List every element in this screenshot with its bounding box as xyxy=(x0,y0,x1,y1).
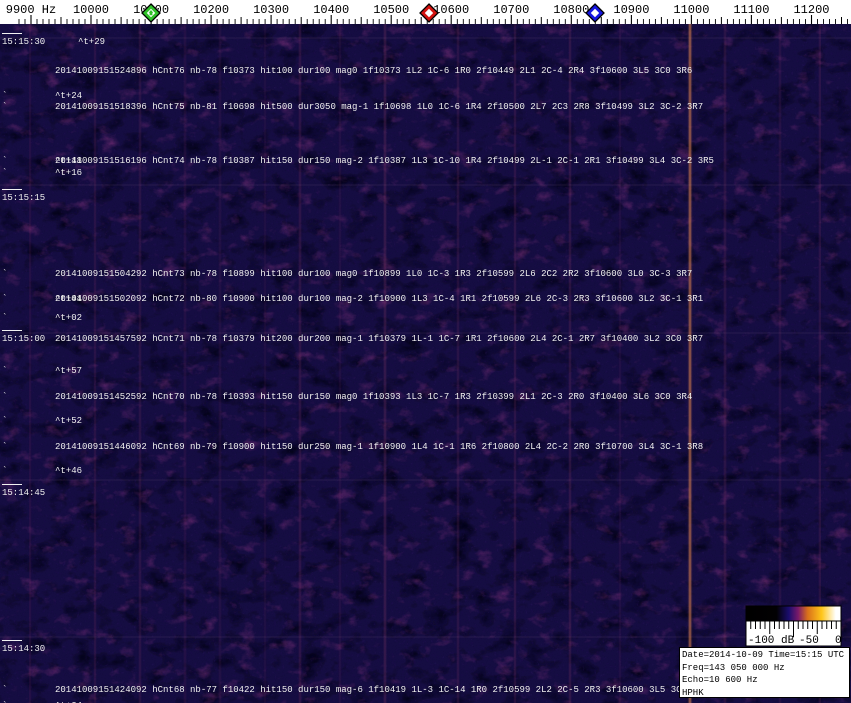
svg-text:11200: 11200 xyxy=(793,3,829,17)
svg-text:9900 Hz: 9900 Hz xyxy=(6,3,56,17)
svg-text:10700: 10700 xyxy=(493,3,529,17)
svg-text:10300: 10300 xyxy=(253,3,289,17)
svg-text:10500: 10500 xyxy=(373,3,409,17)
svg-text:11000: 11000 xyxy=(673,3,709,17)
svg-text:11100: 11100 xyxy=(733,3,769,17)
svg-text:10600: 10600 xyxy=(433,3,469,17)
svg-text:10900: 10900 xyxy=(613,3,649,17)
svg-text:10000: 10000 xyxy=(73,3,109,17)
svg-text:10800: 10800 xyxy=(553,3,589,17)
svg-text:10400: 10400 xyxy=(313,3,349,17)
svg-text:10200: 10200 xyxy=(193,3,229,17)
